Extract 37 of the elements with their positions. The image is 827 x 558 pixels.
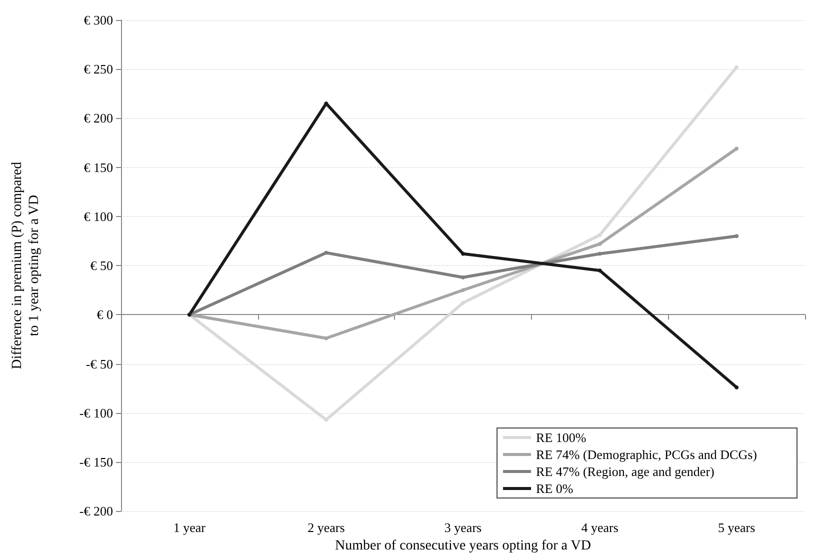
y-tick-label: € 50 [90,258,113,274]
point [324,336,328,340]
legend-label: RE 100% [536,430,586,445]
y-tick-label: -€ 100 [79,405,113,420]
y-tick-label: € 200 [84,110,113,126]
point [598,252,602,256]
y-tick-label: -€ 200 [79,504,113,519]
x-tick-label: 4 years [581,520,618,536]
point [461,252,465,256]
point [598,268,602,272]
x-tick-label: 2 years [308,520,345,536]
point [734,385,739,390]
legend-label: RE 47% (Region, age and gender) [536,464,714,479]
point [324,418,328,422]
y-tick-label: € 100 [84,208,113,224]
y-axis-title: Difference in premium (P) compared to 1 year opting for a VD [10,162,42,370]
x-axis-title: Number of consecutive years opting for a VD [335,538,591,554]
point [598,242,602,246]
x-tick-label: 3 years [444,520,482,536]
y-tick-label: € 0 [96,307,113,322]
y-tick-label: € 250 [84,62,113,77]
legend-label: RE 0% [536,481,574,496]
x-tick-label: 5 years [718,520,756,536]
point [734,65,739,70]
point [461,300,465,305]
y-tick-label: -€ 150 [79,454,113,470]
y-tick-label: € 300 [84,12,113,28]
point [461,288,465,292]
line-series [187,101,739,390]
legend-label: RE 74% (Demographic, PCGs and DCGs) [536,447,758,462]
point [598,233,602,238]
point [734,234,739,238]
point [734,146,739,151]
x-tick-label: 1 year [173,520,206,536]
y-tick-label: € 150 [84,160,113,175]
point [324,250,328,255]
y-tick-label: -€ 50 [86,356,113,372]
